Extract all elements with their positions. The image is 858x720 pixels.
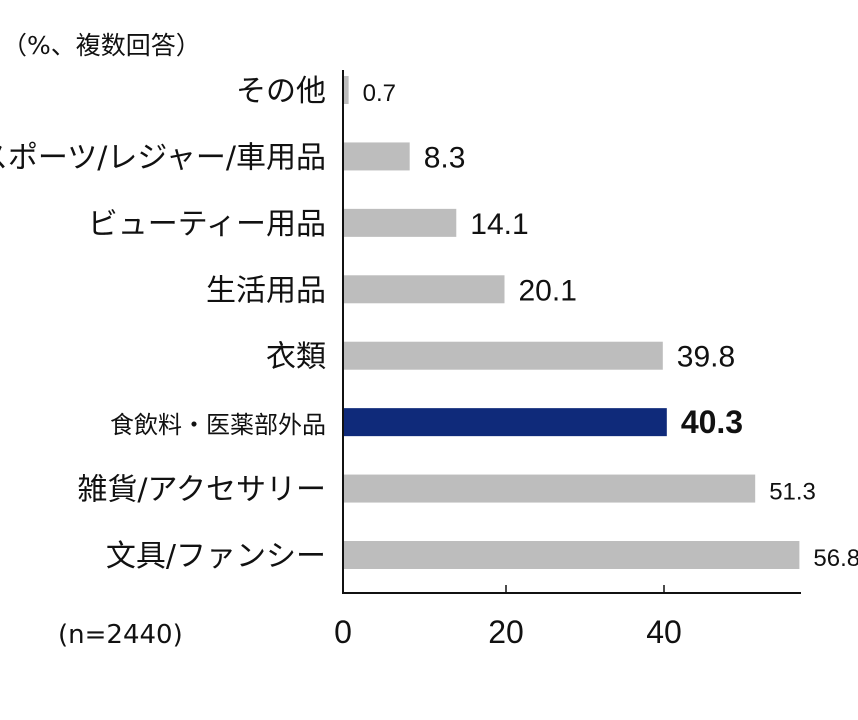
bar bbox=[343, 541, 800, 569]
bar bbox=[343, 142, 410, 171]
data-label: 39.8 bbox=[677, 341, 735, 374]
data-label: 20.1 bbox=[519, 274, 577, 307]
x-tick-label: 0 bbox=[334, 614, 352, 650]
bar bbox=[343, 208, 457, 237]
category-label: ビューティー用品 bbox=[88, 207, 326, 242]
category-label: 文具/ファンシー bbox=[106, 539, 326, 574]
sample-size-note: (n=2440) bbox=[58, 620, 183, 650]
category-label: その他 bbox=[236, 74, 326, 109]
data-label: 8.3 bbox=[424, 141, 466, 174]
category-label: 衣類 bbox=[266, 340, 326, 375]
bar bbox=[343, 341, 663, 370]
bar bbox=[343, 474, 756, 503]
unit-note: （%、複数回答） bbox=[2, 31, 201, 60]
category-label: 生活用品 bbox=[206, 273, 326, 308]
category-label: 雑貨/アクセサリー bbox=[77, 473, 326, 508]
bar bbox=[343, 408, 667, 437]
data-label: 51.3 bbox=[769, 479, 816, 506]
category-label: スポーツ/レジャー/車用品 bbox=[0, 140, 326, 175]
bar bbox=[343, 275, 505, 304]
data-label: 0.7 bbox=[363, 80, 396, 107]
x-tick-label: 40 bbox=[646, 614, 682, 650]
data-label: 40.3 bbox=[681, 404, 743, 440]
data-label: 56.8 bbox=[813, 545, 858, 572]
x-tick-label: 20 bbox=[488, 614, 524, 650]
bar bbox=[343, 76, 349, 104]
category-label: 食飲料・医薬部外品 bbox=[110, 411, 326, 439]
data-label: 14.1 bbox=[470, 208, 528, 241]
